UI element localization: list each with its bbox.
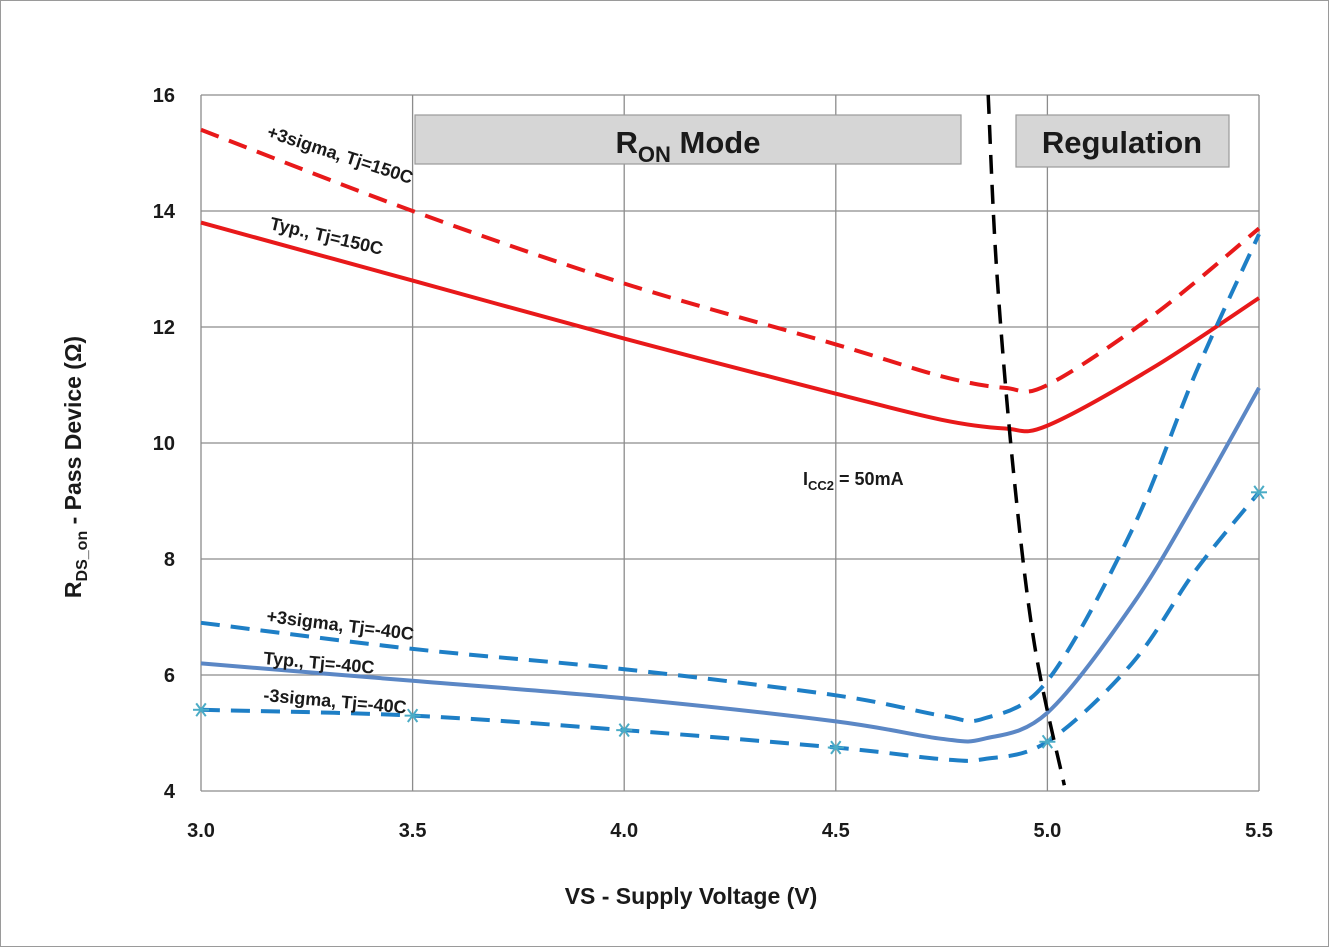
series-plus3sigma-m40c <box>200 233 1261 724</box>
tick-labels: 3.0 3.5 4.0 4.5 5.0 5.5 4 6 8 10 12 14 16 <box>153 85 1273 842</box>
y-tick-label-1: 6 <box>164 665 175 687</box>
series-icc2-50ma <box>986 94 1067 786</box>
ron-mode-label: RON Mode <box>616 125 761 167</box>
label-plus3sigma-150c: +3sigma, Tj=150C <box>265 122 416 188</box>
x-tick-label-1: 3.5 <box>399 820 427 842</box>
x-tick-label-2: 4.0 <box>610 820 638 842</box>
y-tick-label-6: 16 <box>153 85 175 107</box>
y-tick-label-5: 14 <box>153 201 176 223</box>
x-tick-label-3: 4.5 <box>822 820 850 842</box>
regulation-label: Regulation <box>1042 125 1202 160</box>
x-axis-title: VS - Supply Voltage (V) <box>565 883 818 909</box>
data-marker-1 <box>404 708 421 723</box>
label-icc2: ICC2 = 50mA <box>803 469 904 493</box>
x-tick-label-4: 5.0 <box>1033 820 1061 842</box>
y-tick-label-3: 10 <box>153 433 175 455</box>
regulation-box <box>1015 114 1230 168</box>
data-marker-5 <box>1251 485 1267 500</box>
data-marker-4 <box>1039 734 1056 749</box>
x-tick-label-5: 5.5 <box>1245 820 1273 842</box>
ron-mode-box <box>414 114 962 165</box>
y-axis-title: RDS_on - Pass Device (Ω) <box>60 336 91 598</box>
y-tick-label-0: 4 <box>164 781 176 803</box>
series-plus3sigma-150c <box>200 127 1261 394</box>
y-tick-label-2: 8 <box>164 549 175 571</box>
grid <box>200 94 1260 792</box>
data-marker-0 <box>193 702 209 717</box>
data-marker-2 <box>616 723 633 738</box>
label-plus3sigma-m40c: +3sigma, Tj=-40C <box>266 606 415 644</box>
x-tick-label-0: 3.0 <box>187 820 215 842</box>
label-typ-150c: Typ., Tj=150C <box>268 213 385 258</box>
series-typ-150c <box>200 220 1261 434</box>
series-minus3sigma-m40c <box>200 491 1261 763</box>
data-marker-3 <box>827 740 844 755</box>
y-tick-label-4: 12 <box>153 317 175 339</box>
series-typ-m40c <box>200 386 1261 744</box>
series-layer <box>193 94 1267 786</box>
